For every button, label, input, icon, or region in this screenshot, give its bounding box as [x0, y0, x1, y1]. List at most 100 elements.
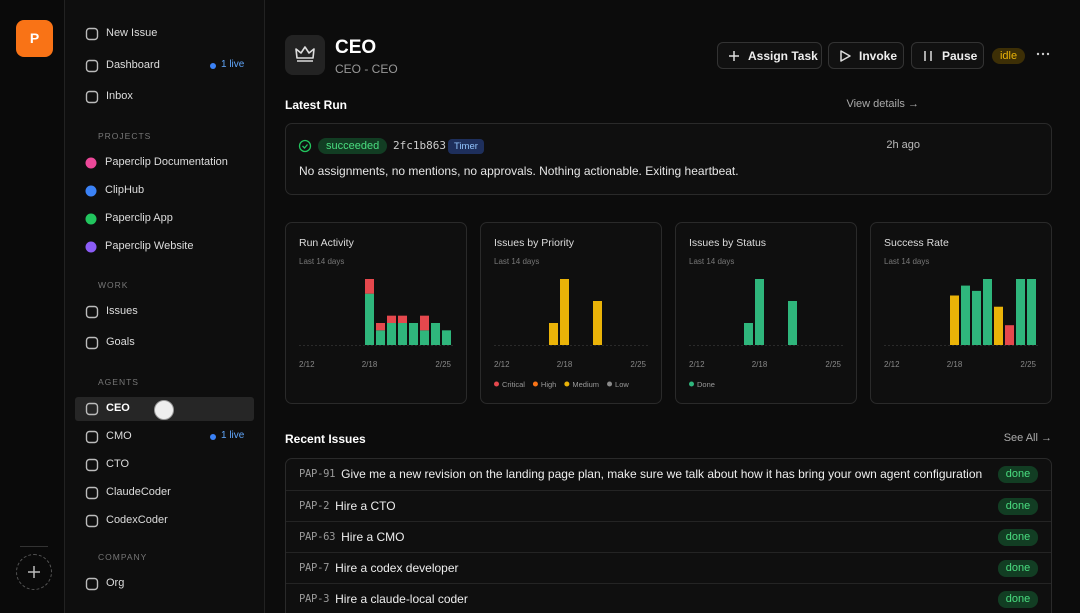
icon-shape: [85, 305, 99, 318]
bar-segment: [387, 315, 396, 323]
bar-segment: [376, 323, 385, 331]
nav-item[interactable]: Org: [106, 576, 125, 589]
issue-status: done: [998, 591, 1038, 608]
page-subtitle: CEO - CEO: [335, 62, 398, 76]
issue-row[interactable]: PAP-3 Hire a claude-local coder done: [286, 583, 1051, 613]
live-dot: [210, 433, 216, 440]
icon-shape: [85, 458, 99, 471]
issue-title: Hire a CMO: [341, 530, 405, 544]
nav-icon: [85, 514, 99, 527]
x-tick-label: 2/18: [752, 360, 768, 369]
issue-row[interactable]: PAP-2 Hire a CTO done: [286, 490, 1051, 521]
icon-path: [924, 51, 932, 61]
add-company-button[interactable]: [16, 554, 52, 590]
nav-item[interactable]: CTO: [106, 457, 130, 470]
bar-segment: [365, 293, 374, 345]
page-title: CEO: [335, 37, 377, 58]
view-details-link[interactable]: View details →: [846, 98, 919, 110]
nav-item[interactable]: CEO: [106, 401, 130, 414]
live-dot: [210, 62, 216, 69]
button-label: Invoke: [859, 49, 898, 63]
rail-separator: [20, 546, 48, 547]
nav-item[interactable]: Issues: [106, 304, 138, 317]
bar-segment: [744, 323, 753, 345]
legend-label: Low: [615, 380, 629, 389]
x-tick-label: 2/18: [947, 360, 963, 369]
nav-item[interactable]: New Issue: [106, 27, 158, 39]
header-button[interactable]: Assign Task: [717, 42, 822, 69]
legend-swatch: [607, 381, 613, 387]
project-dot: [85, 213, 97, 224]
nav-item[interactable]: ClaudeCoder: [106, 485, 171, 498]
bar-segment: [365, 279, 374, 294]
nav-item[interactable]: ClipHub: [105, 183, 145, 196]
plus-icon: [28, 566, 40, 578]
x-tick-label: 2/25: [1020, 360, 1036, 369]
chart-title: Success Rate: [884, 237, 949, 249]
x-tick-label: 2/12: [494, 360, 510, 369]
issue-row[interactable]: PAP-91 Give me a new revision on the land…: [286, 459, 1051, 490]
issue-id: PAP-91: [299, 468, 336, 480]
button-label: Pause: [942, 49, 978, 63]
more-button[interactable]: [1034, 45, 1052, 63]
bar-segment: [593, 301, 602, 345]
bar-segment: [442, 330, 451, 345]
status-pill: idle: [992, 48, 1025, 64]
logo[interactable]: P: [16, 20, 53, 57]
x-tick-label: 2/18: [362, 360, 378, 369]
header-button[interactable]: Pause: [911, 42, 984, 69]
chart-title: Run Activity: [299, 237, 354, 249]
icon-shape: [85, 27, 99, 41]
x-tick-label: 2/25: [630, 360, 646, 369]
header-button[interactable]: Invoke: [828, 42, 904, 69]
bar: [983, 279, 992, 345]
icon-shape: [85, 59, 99, 72]
cursor: [154, 400, 174, 420]
nav-item[interactable]: CodexCoder: [106, 513, 168, 526]
nav-item[interactable]: Paperclip Documentation: [105, 155, 228, 168]
project-dot: [85, 185, 97, 196]
nav-icon: [85, 430, 99, 443]
nav-item[interactable]: Inbox: [106, 90, 133, 102]
nav-item[interactable]: Paperclip Website: [105, 239, 194, 252]
run-card: succeeded 2fc1b863 Timer 2h ago No assignmen…: [285, 123, 1052, 195]
nav-item[interactable]: Goals: [106, 335, 135, 348]
issue-row[interactable]: PAP-63 Hire a CMO done: [286, 521, 1051, 552]
icon-shape: [85, 486, 99, 499]
run-id: 2fc1b863: [393, 139, 446, 152]
run-message: No assignments, no mentions, no approval…: [299, 164, 739, 178]
issue-status: done: [998, 560, 1038, 577]
nav-item[interactable]: Dashboard: [106, 58, 160, 71]
chart: 2/12 2/18 2/25: [299, 279, 453, 369]
nav-icon: [85, 27, 99, 41]
issue-id: PAP-2: [299, 500, 330, 512]
see-all-link[interactable]: See All →: [1003, 432, 1052, 444]
chart-subtitle: Last 14 days: [689, 257, 735, 266]
run-status: succeeded: [318, 138, 388, 154]
run-time: 2h ago: [886, 139, 920, 151]
x-tick-label: 2/12: [689, 360, 705, 369]
x-tick-label: 2/12: [299, 360, 315, 369]
section-title: WORK: [98, 279, 129, 290]
nav-item[interactable]: Paperclip App: [105, 211, 173, 224]
icon-shape: [85, 402, 99, 415]
issue-row[interactable]: PAP-7 Hire a codex developer done: [286, 552, 1051, 583]
check-mark: [302, 144, 308, 149]
chart-card: Issues by Priority Last 14 days 2/12 2/18 2/…: [480, 222, 662, 404]
live-badge: 1 live: [221, 429, 245, 441]
issue-id: PAP-3: [299, 593, 330, 605]
bar-segment: [420, 330, 429, 345]
sidebar: [65, 0, 265, 613]
x-tick-label: 2/25: [825, 360, 841, 369]
x-tick-label: 2/25: [435, 360, 451, 369]
button-label: Assign Task: [748, 49, 818, 63]
issue-title: Hire a CTO: [335, 499, 396, 513]
x-tick-label: 2/12: [884, 360, 900, 369]
chart-card: Success Rate Last 14 days 2/12 2/18 2/25: [870, 222, 1052, 404]
bar-segment: [755, 279, 764, 345]
nav-icon: [85, 59, 99, 72]
legend-label: Critical: [502, 380, 525, 389]
rail: [0, 0, 65, 613]
nav-item[interactable]: CMO: [106, 429, 132, 442]
button-icon: [924, 51, 932, 61]
